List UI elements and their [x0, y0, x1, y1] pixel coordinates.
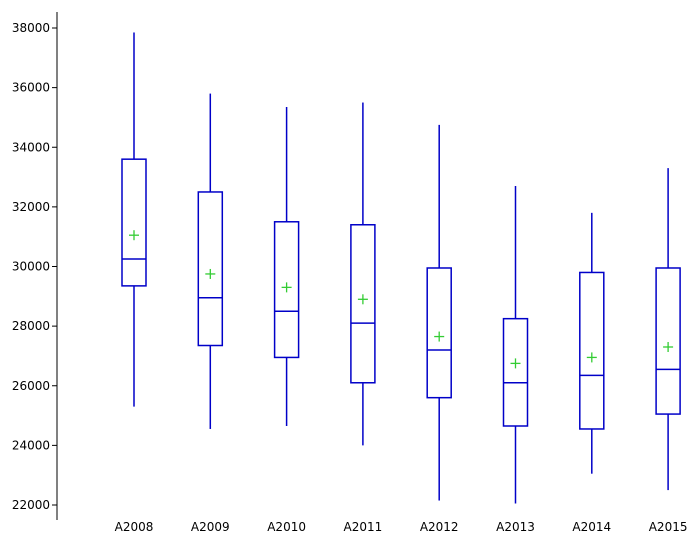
box-A2015	[655, 168, 681, 491]
box-A2012	[426, 124, 452, 501]
y-tick-label: 34000	[12, 140, 50, 154]
y-tick-label: 32000	[12, 200, 50, 214]
x-tick-label: A2015	[649, 520, 688, 534]
iqr-box	[121, 158, 147, 287]
mean-marker	[434, 331, 445, 342]
mean-marker	[586, 352, 597, 363]
y-tick-label: 38000	[12, 21, 50, 35]
x-tick-label: A2014	[572, 520, 611, 534]
mean-marker	[357, 294, 368, 305]
box-A2009	[197, 93, 224, 429]
iqr-box	[502, 317, 529, 427]
box-A2014	[579, 212, 605, 474]
y-axis: 22000 24000 26000 28000 30000 32000 34000 36000…	[12, 12, 58, 520]
box-A2008	[121, 32, 147, 407]
iqr-box	[350, 224, 376, 384]
x-tick-label: A2013	[496, 520, 535, 534]
box-A2011	[350, 102, 376, 446]
y-tick-label: 28000	[12, 319, 50, 333]
iqr-box	[273, 221, 300, 359]
mean-marker	[663, 341, 674, 352]
mean-marker	[281, 282, 292, 293]
iqr-box	[579, 271, 605, 430]
y-tick-label: 24000	[12, 438, 50, 452]
x-tick-label: A2011	[344, 520, 383, 534]
iqr-box	[426, 267, 452, 399]
y-tick-label: 30000	[12, 260, 50, 274]
x-tick-label: A2009	[191, 520, 230, 534]
x-tick-label: A2012	[420, 520, 459, 534]
iqr-box	[197, 191, 224, 347]
x-axis: A2008 A2009 A2010 A2011 A2012 A2013 A2014 A2015	[115, 520, 688, 534]
x-tick-label: A2008	[115, 520, 154, 534]
x-tick-label: A2010	[267, 520, 306, 534]
box-A2013	[502, 186, 529, 504]
mean-marker	[205, 268, 216, 279]
boxes-layer	[121, 32, 681, 504]
mean-marker	[510, 358, 521, 369]
y-tick-label: 36000	[12, 81, 50, 95]
y-tick-label: 22000	[12, 498, 50, 512]
mean-marker	[129, 230, 139, 241]
box-A2010	[273, 107, 300, 426]
y-tick-label: 26000	[12, 379, 50, 393]
iqr-box	[655, 267, 681, 415]
